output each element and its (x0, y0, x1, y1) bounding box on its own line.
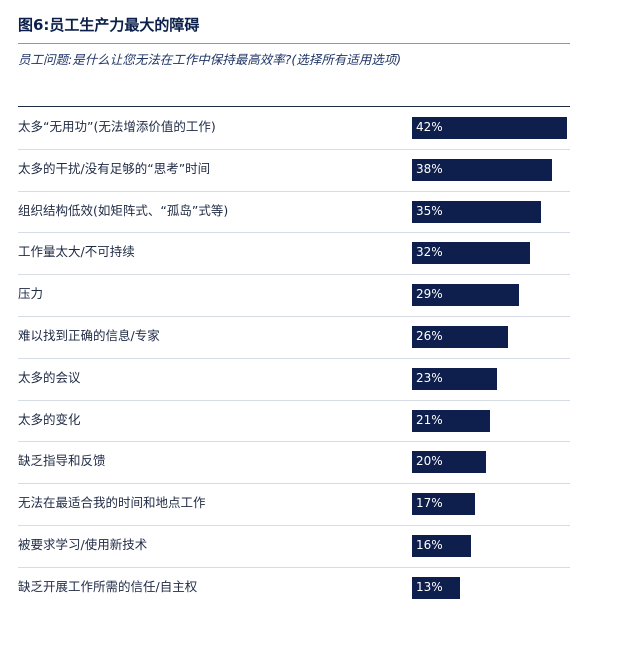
bar-value-label: 38% (416, 161, 443, 176)
bar-value-label: 13% (416, 579, 443, 594)
row-divider (18, 441, 570, 443)
category-label: 无法在最适合我的时间和地点工作 (18, 495, 206, 511)
category-label: 太多的会议 (18, 369, 81, 385)
row-divider (18, 232, 570, 234)
row-divider (18, 399, 570, 401)
title-divider (18, 43, 570, 44)
bar (412, 493, 475, 516)
row-divider (18, 566, 570, 568)
row-divider (18, 274, 570, 276)
row-divider (18, 190, 570, 192)
chart-subtitle: 员工问题:是什么让您无法在工作中保持最高效率?(选择所有适用选项) (18, 52, 402, 67)
category-label: 太多“无用功”(无法增添价值的工作) (18, 118, 216, 134)
bar-value-label: 17% (416, 496, 443, 511)
bar (412, 576, 460, 599)
bar (412, 116, 567, 139)
row-divider (18, 483, 570, 485)
row-divider (18, 357, 570, 359)
category-label: 工作量太大/不可持续 (18, 244, 135, 260)
bar-value-label: 29% (416, 287, 443, 302)
chart-title: 图6:员工生产力最大的障碍 (18, 16, 200, 34)
bar-value-label: 32% (416, 245, 443, 260)
category-label: 太多的干扰/没有足够的“思考”时间 (18, 160, 211, 176)
category-label: 缺乏指导和反馈 (18, 453, 106, 469)
bar (412, 158, 553, 181)
bar (412, 534, 472, 557)
header-divider (18, 106, 570, 107)
bar-value-label: 42% (416, 119, 443, 134)
category-label: 组织结构低效(如矩阵式、“孤岛”式等) (18, 202, 229, 218)
bar (412, 451, 486, 474)
bar-value-label: 23% (416, 370, 443, 385)
category-label: 难以找到正确的信息/专家 (18, 327, 160, 343)
row-divider (18, 525, 570, 526)
bar (412, 325, 508, 348)
bar (412, 409, 490, 432)
bar (412, 284, 520, 307)
bar-value-label: 35% (416, 203, 443, 218)
bar-value-label: 20% (416, 454, 443, 469)
category-label: 太多的变化 (18, 411, 81, 427)
bar-value-label: 21% (416, 412, 443, 427)
bar-value-label: 26% (416, 328, 443, 343)
bar (412, 242, 531, 265)
row-divider (18, 148, 570, 150)
bar-value-label: 16% (416, 537, 443, 552)
bar (412, 200, 542, 223)
bar (412, 367, 497, 390)
category-label: 缺乏开展工作所需的信任/自主权 (18, 578, 198, 594)
category-label: 压力 (18, 286, 44, 302)
row-divider (18, 316, 570, 317)
category-label: 被要求学习/使用新技术 (18, 536, 148, 552)
